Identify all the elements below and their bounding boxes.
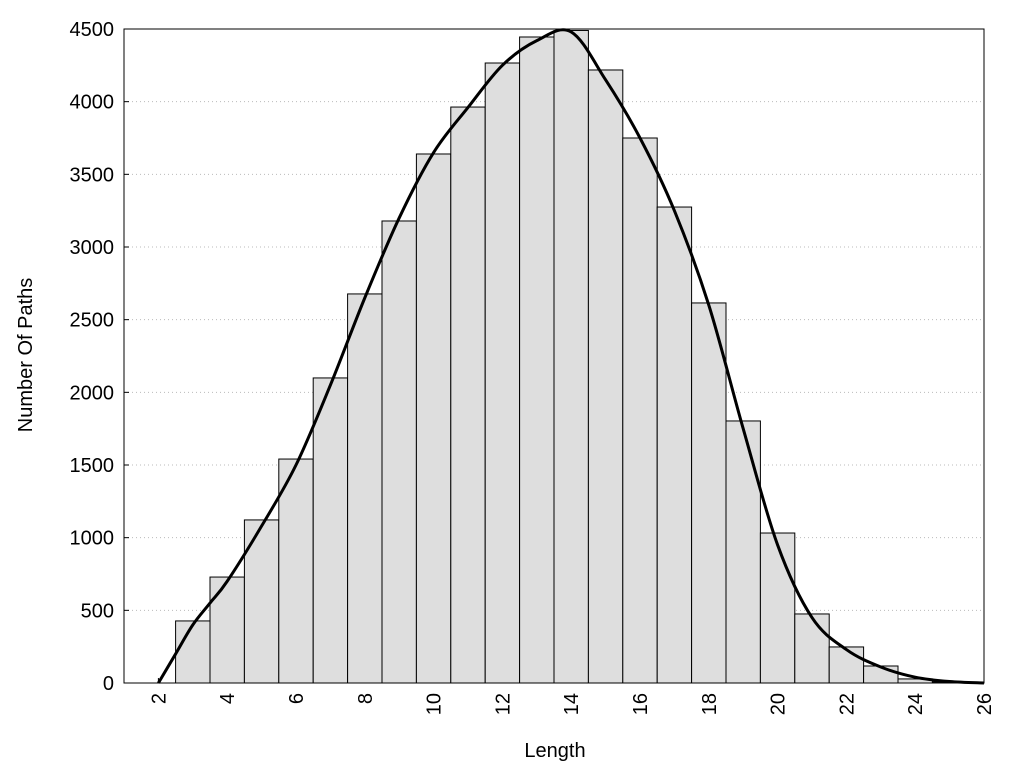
x-axis-label: Length bbox=[524, 740, 585, 762]
x-tick-label: 12 bbox=[492, 693, 514, 715]
y-tick-label: 4000 bbox=[70, 92, 115, 114]
x-tick-label: 22 bbox=[836, 693, 858, 715]
x-tick-label: 8 bbox=[355, 693, 377, 704]
bar bbox=[450, 106, 486, 684]
x-tick-label: 18 bbox=[699, 693, 721, 715]
x-tick-label: 2 bbox=[148, 693, 170, 704]
bar bbox=[175, 620, 211, 684]
bar bbox=[622, 137, 658, 684]
y-tick-label: 500 bbox=[81, 600, 114, 622]
bar bbox=[794, 613, 830, 684]
bar bbox=[484, 62, 521, 684]
bar bbox=[209, 576, 245, 684]
x-tick-label: 16 bbox=[630, 693, 652, 715]
bar bbox=[381, 220, 417, 684]
y-tick-label: 0 bbox=[103, 673, 114, 695]
x-tick-label: 6 bbox=[286, 693, 308, 704]
x-tick-label: 10 bbox=[424, 693, 446, 715]
y-tick-label: 3000 bbox=[70, 237, 115, 259]
bar bbox=[725, 420, 761, 684]
y-tick-label: 1000 bbox=[70, 528, 115, 550]
x-tick-label: 26 bbox=[974, 693, 996, 715]
bar bbox=[553, 29, 589, 684]
y-tick-label: 2000 bbox=[70, 382, 115, 404]
bar bbox=[519, 36, 555, 684]
bar bbox=[828, 646, 865, 684]
x-tick-label: 24 bbox=[905, 693, 927, 715]
x-tick-label: 4 bbox=[217, 693, 239, 704]
x-tick-label: 14 bbox=[561, 693, 583, 715]
bar bbox=[347, 293, 383, 684]
plot-frame bbox=[123, 28, 985, 684]
y-tick-label: 1500 bbox=[70, 455, 115, 477]
bar bbox=[278, 458, 314, 684]
bar bbox=[656, 206, 693, 684]
x-tick-label: 20 bbox=[768, 693, 790, 715]
y-tick-label: 4500 bbox=[70, 19, 115, 41]
y-tick-label: 2500 bbox=[70, 310, 115, 332]
bar bbox=[759, 532, 796, 684]
bar bbox=[587, 69, 624, 684]
y-axis-label: Number Of Paths bbox=[15, 278, 37, 433]
density-curve bbox=[157, 28, 985, 685]
bar bbox=[415, 153, 452, 684]
y-tick-label: 3500 bbox=[70, 164, 115, 186]
bar bbox=[691, 302, 727, 684]
bar bbox=[312, 377, 349, 684]
